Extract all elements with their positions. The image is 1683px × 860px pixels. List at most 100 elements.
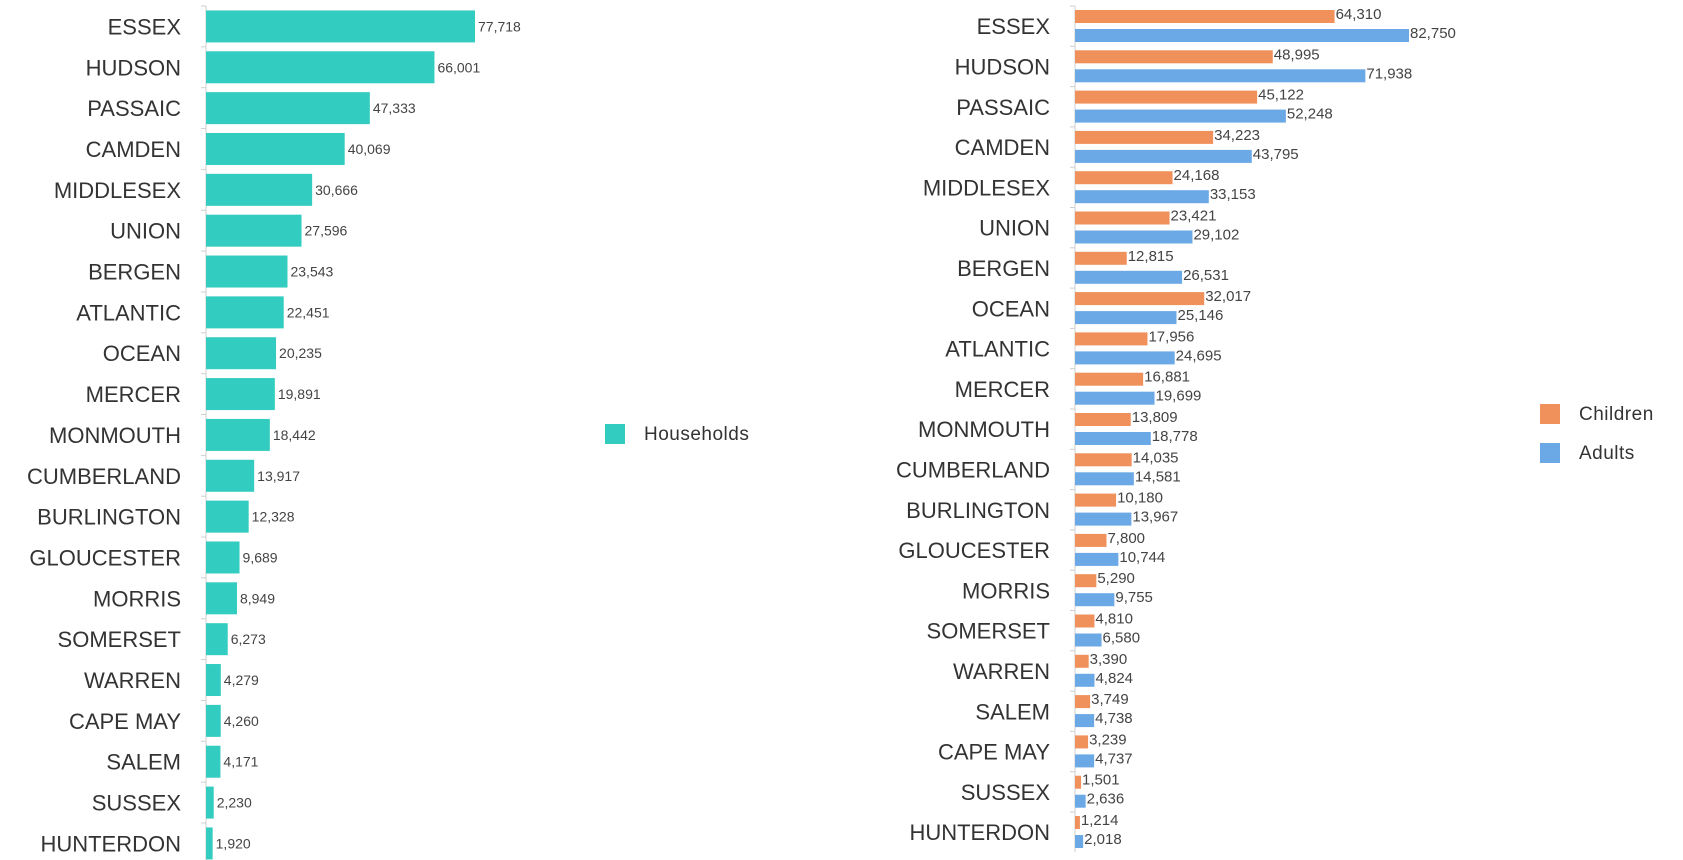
data-label: 19,891 (278, 386, 321, 402)
data-label: 3,239 (1089, 731, 1127, 748)
category-label: OCEAN (972, 296, 1050, 321)
bar-households (206, 664, 221, 697)
data-label: 52,248 (1287, 106, 1333, 123)
bar-children (1075, 654, 1089, 668)
data-label: 14,581 (1135, 468, 1181, 485)
data-label: 4,810 (1095, 611, 1133, 628)
bar-adults (1075, 794, 1086, 808)
bar-adults (1075, 29, 1409, 42)
bar-adults (1075, 351, 1175, 365)
data-label: 4,171 (223, 754, 258, 770)
category-label: WARREN (953, 659, 1050, 684)
bar-children (1075, 816, 1080, 829)
bar-children (1075, 211, 1170, 225)
bar-children (1075, 251, 1127, 265)
category-label: ESSEX (977, 14, 1051, 39)
category-label: MONMOUTH (918, 417, 1050, 442)
bar-adults (1075, 190, 1209, 204)
data-label: 20,235 (279, 345, 322, 361)
data-label: 66,001 (437, 59, 480, 75)
category-label: GLOUCESTER (898, 538, 1050, 563)
data-label: 13,917 (257, 468, 300, 484)
bar-children (1075, 372, 1144, 386)
data-label: 12,328 (252, 509, 295, 525)
bar-children (1075, 90, 1258, 104)
bar-adults (1075, 472, 1134, 486)
bar-households (206, 132, 345, 165)
bar-adults (1075, 230, 1193, 244)
data-label: 3,749 (1091, 691, 1129, 708)
bar-adults (1075, 754, 1095, 768)
data-label: 23,543 (290, 264, 333, 280)
category-label: ATLANTIC (945, 337, 1050, 362)
data-label: 82,750 (1410, 25, 1456, 42)
bar-adults (1075, 714, 1095, 728)
bar-children (1075, 332, 1148, 346)
bar-children (1075, 695, 1091, 709)
category-label: OCEAN (103, 341, 181, 366)
legend-label-children: Children (1579, 404, 1654, 425)
data-label: 4,260 (224, 713, 259, 729)
data-label: 47,333 (373, 100, 416, 116)
bar-adults (1075, 552, 1119, 566)
data-label: 4,279 (224, 672, 259, 688)
bar-households (206, 704, 221, 737)
bar-children (1075, 614, 1095, 628)
category-label: BURLINGTON (37, 505, 181, 530)
data-label: 10,744 (1119, 549, 1165, 566)
category-label: SALEM (975, 699, 1050, 724)
bar-children (1075, 775, 1082, 789)
bar-adults (1075, 633, 1102, 647)
data-label: 13,809 (1132, 409, 1178, 426)
data-label: 29,102 (1193, 227, 1239, 244)
category-label: SOMERSET (927, 619, 1050, 644)
category-label: CAMDEN (955, 135, 1050, 160)
category-label: BERGEN (88, 260, 181, 285)
bar-children (1075, 453, 1132, 467)
category-label: CAMDEN (86, 137, 181, 162)
bar-households (206, 541, 240, 574)
category-label: BURLINGTON (906, 498, 1050, 523)
category-label: PASSAIC (87, 96, 181, 121)
data-label: 4,737 (1095, 750, 1133, 767)
category-label: MORRIS (962, 578, 1050, 603)
data-label: 2,230 (217, 795, 252, 811)
bar-households (206, 296, 284, 329)
bar-households (206, 92, 370, 125)
data-label: 1,501 (1082, 772, 1120, 789)
bar-households (206, 337, 277, 370)
data-label: 77,718 (478, 18, 521, 34)
bar-adults (1075, 69, 1366, 83)
category-label: BERGEN (957, 256, 1050, 281)
category-label: GLOUCESTER (29, 545, 181, 570)
data-label: 43,795 (1253, 146, 1299, 163)
data-label: 32,017 (1205, 288, 1251, 305)
category-label: CUMBERLAND (896, 457, 1050, 482)
data-label: 34,223 (1214, 127, 1260, 144)
bar-households (206, 51, 435, 84)
bar-adults (1075, 512, 1132, 526)
bar-households (206, 786, 214, 819)
bar-adults (1075, 673, 1095, 687)
data-label: 6,580 (1103, 630, 1141, 647)
data-label: 24,168 (1174, 167, 1220, 184)
data-label: 1,920 (216, 835, 251, 851)
bar-adults (1075, 311, 1177, 325)
legend-swatch-children (1540, 404, 1560, 424)
data-label: 19,699 (1156, 388, 1202, 405)
bar-adults (1075, 109, 1286, 123)
bar-children (1075, 574, 1097, 588)
bar-children (1075, 735, 1089, 749)
data-label: 4,824 (1095, 670, 1133, 687)
bar-households (206, 827, 213, 860)
bar-children (1075, 171, 1173, 185)
category-label: ATLANTIC (76, 300, 181, 325)
data-label: 16,881 (1144, 369, 1190, 386)
bar-households (206, 582, 237, 615)
category-label: MERCER (955, 377, 1050, 402)
category-label: HUDSON (86, 55, 181, 80)
children-adults-chart: ESSEX 64,310 82,750 HUDSON 48,995 71,938 PASSA… (896, 5, 1654, 853)
data-label: 5,290 (1097, 570, 1135, 587)
category-label: SUSSEX (92, 791, 182, 816)
